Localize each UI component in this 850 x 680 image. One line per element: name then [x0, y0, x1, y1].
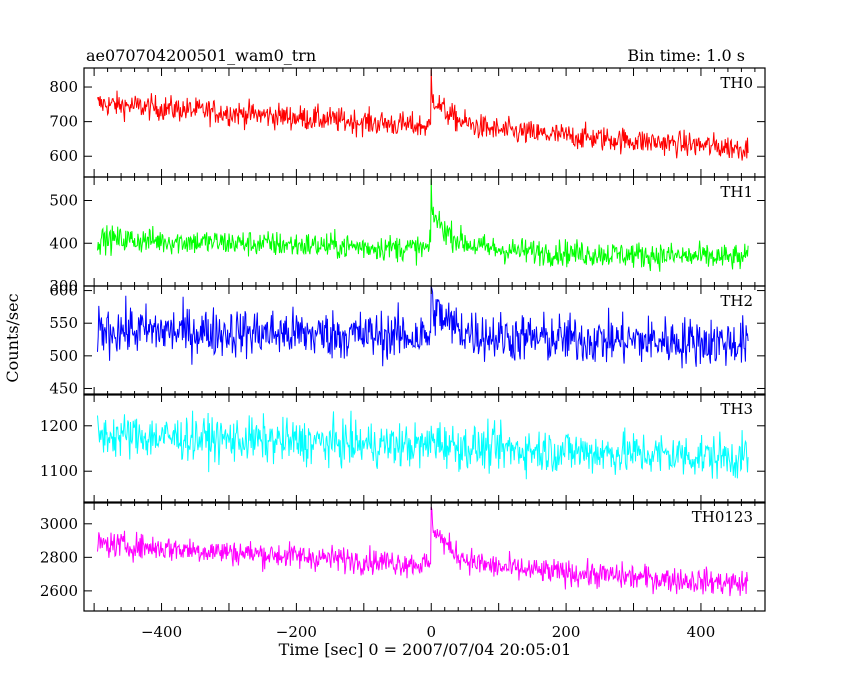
series-line-th0123: [97, 506, 749, 597]
y-tick-label: 2800: [40, 548, 78, 566]
panel-frame: [83, 393, 766, 504]
y-tick-label: 600: [49, 147, 78, 165]
y-tick-label: 400: [49, 234, 78, 252]
y-tick-label: 1200: [40, 417, 78, 435]
y-tick-label: 550: [49, 314, 78, 332]
panel-label-th3: TH3: [720, 400, 753, 418]
y-tick-label: 1100: [40, 462, 78, 480]
panel-th0123: 2600 2800 3000 TH0123: [40, 501, 766, 612]
x-tick-label: 400: [687, 623, 716, 641]
obs-id-title: ae070704200501_wam0_trn: [86, 46, 316, 65]
panel-label-th2: TH2: [720, 292, 753, 310]
y-axis-label: Counts/sec: [3, 293, 22, 382]
x-tick-label: −400: [141, 623, 182, 641]
panel-frame: [83, 501, 766, 612]
x-tick-label: 0: [426, 623, 436, 641]
panel-frame: [83, 67, 766, 178]
y-tick-label: 2600: [40, 582, 78, 600]
panel-th2: 450 500 550 600 TH2: [49, 282, 766, 397]
y-tick-label: 600: [49, 282, 78, 300]
panel-group: 600 700 800 TH0 300 400 500 TH1 450 500 550 600 TH2 1…: [40, 67, 766, 641]
series-line-th1: [97, 179, 749, 272]
x-tick-label: 200: [552, 623, 581, 641]
panel-th1: 300 400 500 TH1: [49, 176, 766, 295]
y-tick-label: 300: [49, 277, 78, 295]
panel-th0: 600 700 800 TH0: [49, 67, 766, 178]
x-tick-label: −200: [276, 623, 317, 641]
panel-label-th0123: TH0123: [692, 508, 753, 526]
y-tick-label: 450: [49, 379, 78, 397]
panel-label-th0: TH0: [720, 74, 753, 92]
series-line-th3: [97, 410, 749, 480]
series-line-th0: [97, 69, 749, 161]
panel-th3: 1100 1200 TH3: [40, 393, 766, 504]
panel-label-th1: TH1: [720, 183, 753, 201]
y-tick-label: 3000: [40, 515, 78, 533]
y-tick-label: 800: [49, 78, 78, 96]
series-line-th2: [97, 286, 749, 369]
y-tick-label: 500: [49, 347, 78, 365]
panel-frame: [83, 176, 766, 287]
panel-frame: [83, 285, 766, 396]
x-axis-label: Time [sec] 0 = 2007/07/04 20:05:01: [279, 640, 572, 659]
bin-time-label: Bin time: 1.0 s: [627, 46, 745, 65]
y-tick-label: 500: [49, 192, 78, 210]
y-tick-label: 700: [49, 113, 78, 131]
